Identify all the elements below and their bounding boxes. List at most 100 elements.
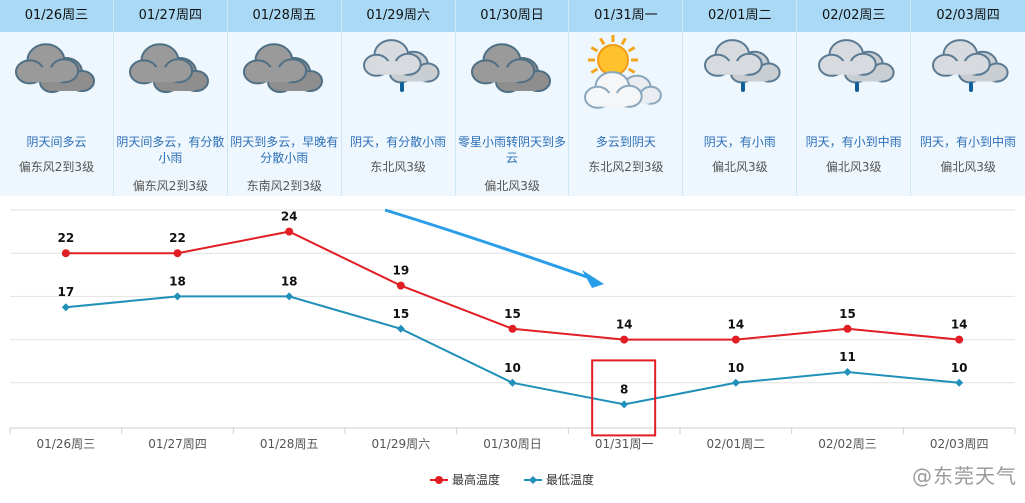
day-card: 01/26周三阴天间多云偏东风2到3级 <box>0 0 114 196</box>
data-point <box>731 378 740 387</box>
x-tick-label: 02/03周四 <box>930 437 989 451</box>
day-wind: 偏东风2到3级 <box>132 179 208 193</box>
data-label: 15 <box>504 307 521 321</box>
temperature-chart: 01/26周三 01/27周四 01/28周五 01/29周六 01/30周日 01/31… <box>9 208 1016 487</box>
day-weather-desc: 阴天，有小到中雨 <box>805 135 902 149</box>
highlight-box <box>591 359 657 437</box>
data-label: 22 <box>169 231 186 245</box>
trend-arrow-head <box>582 270 604 288</box>
data-point <box>620 400 629 409</box>
data-point <box>61 303 70 312</box>
day-wind: 偏北风3级 <box>484 179 540 193</box>
cloudy-icon <box>14 43 95 93</box>
day-wind: 东南风2到3级 <box>246 179 322 193</box>
day-date: 02/03周四 <box>911 0 1025 32</box>
data-point <box>396 281 405 290</box>
legend-label: 最低温度 <box>546 472 594 487</box>
data-point <box>396 324 405 333</box>
x-tick-label: 02/01周二 <box>707 437 766 451</box>
day-card: 01/30周日 零星小雨转阴天到多云偏北风3级 <box>455 0 570 196</box>
cloudy-icon <box>470 43 551 93</box>
data-label: 19 <box>392 264 409 278</box>
day-date: 01/29周六 <box>341 0 455 32</box>
data-point <box>285 227 294 236</box>
day-date: 01/27周四 <box>113 0 227 32</box>
data-label: 15 <box>392 307 409 321</box>
x-tick-label: 01/26周三 <box>37 437 96 451</box>
data-point <box>731 335 740 344</box>
data-point <box>508 378 517 387</box>
data-label: 18 <box>169 274 186 288</box>
data-label: 14 <box>616 318 633 332</box>
day-wind: 东北风2到3级 <box>588 160 664 174</box>
day-date: 02/02周三 <box>797 0 911 32</box>
light-rain-icon <box>818 39 895 92</box>
light-rain-icon <box>362 39 440 92</box>
data-point <box>955 378 964 387</box>
x-tick-label: 01/30周日 <box>483 437 542 451</box>
data-point <box>285 292 294 301</box>
day-weather-desc: 阴天间多云，有分散小雨 <box>116 135 225 165</box>
day-wind: 偏北风3级 <box>711 160 768 174</box>
day-wind: 偏东风2到3级 <box>18 160 95 174</box>
data-point <box>508 324 517 333</box>
data-label: 11 <box>839 350 856 364</box>
day-date: 02/01周二 <box>683 0 797 32</box>
data-label: 14 <box>727 318 744 332</box>
day-weather-desc: 零星小雨转阴天到多云 <box>458 135 567 165</box>
day-card: 02/01周二阴天，有小雨 偏北风3级 <box>683 0 798 196</box>
day-weather-desc: 阴天，有分散小雨 <box>350 135 447 149</box>
data-label: 10 <box>504 361 521 375</box>
data-label: 14 <box>951 318 968 332</box>
x-tick-label: 02/02周三 <box>818 437 877 451</box>
day-weather-desc: 阴天间多云 <box>26 135 87 149</box>
data-label: 24 <box>281 210 298 224</box>
data-point <box>173 249 182 258</box>
light-rain-icon <box>704 39 781 92</box>
series-line-0 <box>65 230 960 341</box>
legend-label: 最高温度 <box>452 472 500 487</box>
data-label: 15 <box>839 307 856 321</box>
day-card: 01/31周一多云到阴天东北风2到3级 <box>569 0 684 196</box>
day-weather-desc: 阴天到多云，早晚有分散小雨 <box>230 135 339 165</box>
day-wind: 东北风3级 <box>370 160 426 174</box>
data-label: 17 <box>57 285 74 299</box>
light-rain-icon <box>932 39 1009 92</box>
x-tick-label: 01/29周六 <box>372 437 431 451</box>
trend-arrow <box>384 208 591 280</box>
data-label: 18 <box>281 274 298 288</box>
cloudy-icon <box>128 43 209 93</box>
day-date: 01/31周一 <box>569 0 683 32</box>
forecast-strip: 01/26周三 阴天间多云 偏东风2到3级 01/27周四 阴天间多云，有分散小雨 偏东风… <box>0 0 1025 196</box>
cloudy-icon <box>242 43 323 93</box>
day-date: 01/30周日 <box>455 0 569 32</box>
data-point <box>173 292 182 301</box>
data-label: 10 <box>727 361 744 375</box>
legend-marker <box>435 476 443 484</box>
day-date: 01/26周三 <box>0 0 113 32</box>
day-card: 01/27周四 阴天间多云，有分散小雨偏东风2到3级 <box>113 0 228 196</box>
data-point <box>61 249 70 258</box>
day-card: 02/03周四阴天，有小到中雨 偏北风3级 <box>911 0 1025 196</box>
x-tick-label: 01/28周五 <box>260 437 319 451</box>
watermark: @东莞天气 <box>912 464 1017 488</box>
legend-marker <box>529 476 537 484</box>
partly-sunny-icon <box>584 35 663 109</box>
data-point <box>843 368 852 376</box>
day-weather-desc: 阴天，有小雨 <box>703 135 776 149</box>
day-wind: 偏北风3级 <box>825 160 882 174</box>
day-card: 01/29周六阴天，有分散小雨 东北风3级 <box>341 0 456 196</box>
day-weather-desc: 多云到阴天 <box>595 135 656 149</box>
data-label: 22 <box>57 231 74 245</box>
data-label: 8 <box>620 382 628 396</box>
data-label: 10 <box>951 361 968 375</box>
day-card: 02/02周三阴天，有小到中雨 偏北风3级 <box>797 0 912 196</box>
data-point <box>843 324 852 333</box>
day-card: 01/28周五 阴天到多云，早晚有分散小雨东南风2到3级 <box>227 0 342 196</box>
data-point <box>620 335 629 344</box>
day-weather-desc: 阴天，有小到中雨 <box>920 135 1017 149</box>
x-tick-label: 01/31周一 <box>595 437 654 451</box>
day-date: 01/28周五 <box>227 0 341 32</box>
data-point <box>955 335 964 344</box>
day-wind: 偏北风3级 <box>940 160 996 174</box>
